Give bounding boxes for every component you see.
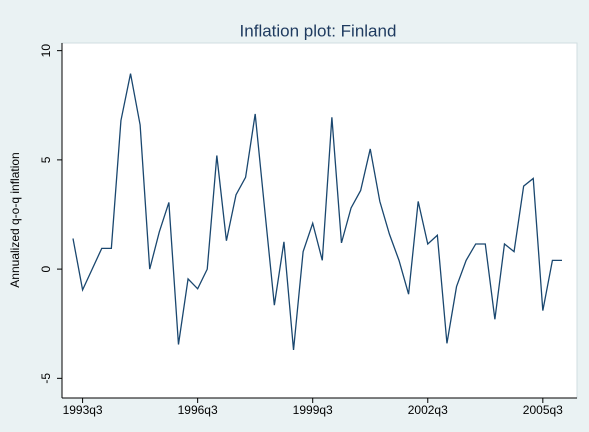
- plot-area: [61, 42, 578, 399]
- y-axis-label: Annualized q-o-q inflation: [8, 152, 22, 287]
- x-tick-label: 2005q3: [523, 403, 563, 417]
- y-tick-label: 5: [39, 156, 53, 163]
- data-line: [72, 73, 562, 351]
- y-tick-label: -5: [39, 373, 53, 384]
- x-tick-label: 1999q3: [293, 403, 333, 417]
- x-tick-label: 1996q3: [178, 403, 218, 417]
- y-tick-label: 10: [39, 44, 53, 58]
- x-tick-label: 1993q3: [63, 403, 103, 417]
- x-tick-label: 2002q3: [408, 403, 448, 417]
- y-tick-label: 0: [39, 265, 53, 272]
- chart-title: Inflation plot: Finland: [240, 21, 397, 40]
